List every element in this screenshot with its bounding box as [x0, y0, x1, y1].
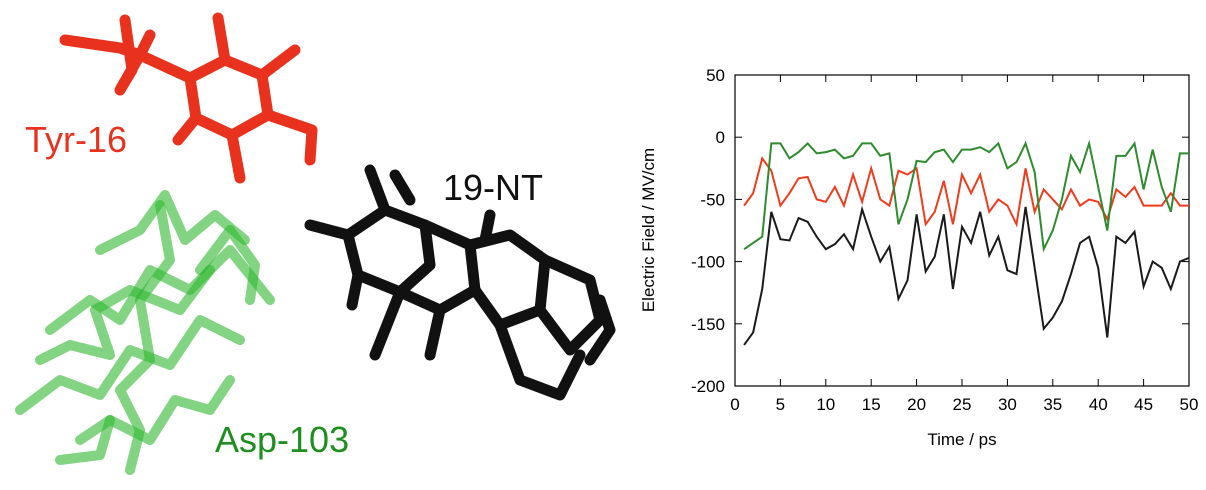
- y-tick-label: -150: [691, 315, 725, 334]
- y-tick-label: 0: [716, 128, 725, 147]
- x-tick-label: 0: [730, 395, 739, 414]
- x-tick-label: 5: [776, 395, 785, 414]
- x-tick-label: 50: [1180, 395, 1199, 414]
- series-line: [743, 139, 1189, 253]
- series-line: [743, 156, 1189, 228]
- x-tick-label: 20: [907, 395, 926, 414]
- nt-molecule: [304, 164, 616, 401]
- y-axis-label: Electric Field / MV/cm: [639, 148, 658, 312]
- tyr-molecule: [59, 12, 318, 184]
- x-tick-label: 25: [953, 395, 972, 414]
- y-tick-label: -200: [691, 377, 725, 396]
- x-tick-label: 15: [862, 395, 881, 414]
- asp-label: Asp-103: [215, 419, 349, 460]
- series-line: [743, 205, 1190, 346]
- x-tick-label: 45: [1134, 395, 1153, 414]
- y-tick-label: 50: [706, 66, 725, 85]
- y-tick-label: -50: [700, 190, 725, 209]
- x-tick-label: 35: [1043, 395, 1062, 414]
- y-tick-label: -100: [691, 253, 725, 272]
- x-tick-label: 30: [998, 395, 1017, 414]
- nt-label: 19-NT: [443, 167, 543, 208]
- asp-molecule: [15, 190, 275, 475]
- x-tick-label: 10: [816, 395, 835, 414]
- x-tick-label: 40: [1089, 395, 1108, 414]
- tyr-label: Tyr-16: [25, 119, 127, 160]
- plot: Time / ps Electric Field / MV/cm -200 -15…: [639, 66, 1198, 449]
- x-axis-label: Time / ps: [927, 430, 996, 449]
